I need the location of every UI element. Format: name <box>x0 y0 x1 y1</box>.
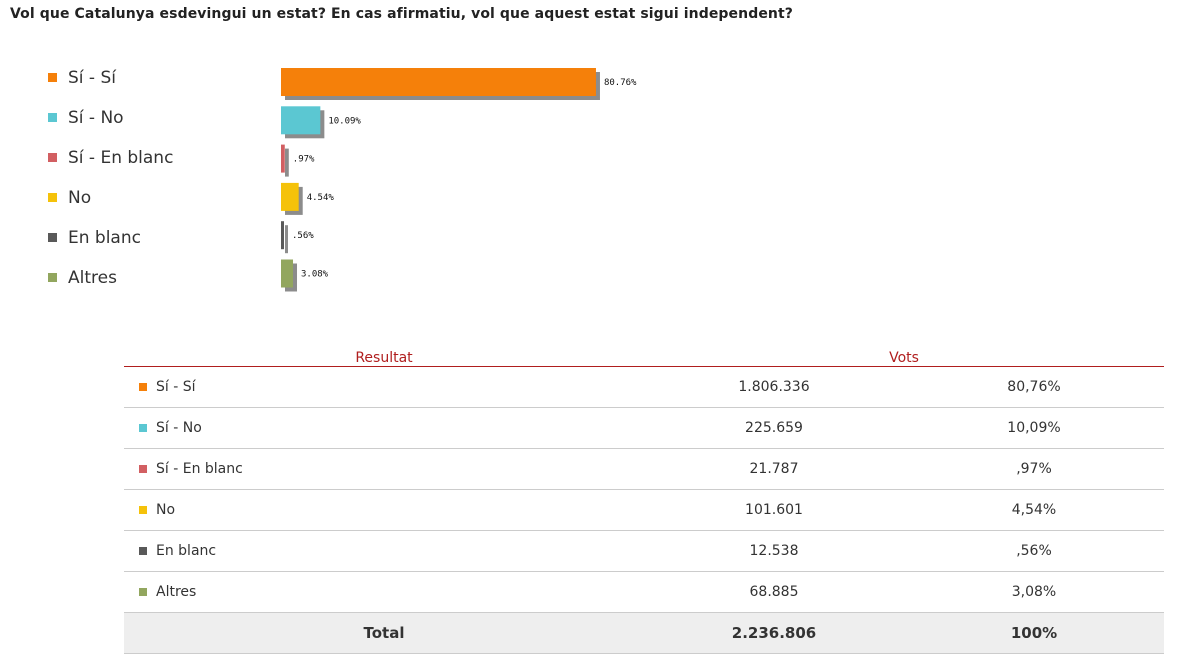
total-percentage: 100% <box>904 612 1164 654</box>
bar-value-label: .56% <box>292 231 314 241</box>
header-votes: Vots <box>644 345 1164 367</box>
row-label: Sí - Sí <box>156 379 196 395</box>
legend-swatch <box>139 383 147 391</box>
bar <box>281 106 321 135</box>
bar-shadow <box>285 148 289 177</box>
row-label-cell: Sí - En blanc <box>124 448 644 490</box>
legend-label: Sí - No <box>68 108 124 128</box>
bar <box>281 68 596 96</box>
legend-label: Altres <box>68 268 117 288</box>
table-header-row: Resultat Vots <box>124 345 1164 367</box>
legend-label: Sí - Sí <box>68 68 117 88</box>
legend-swatch <box>48 193 57 202</box>
row-label: No <box>156 502 176 518</box>
bar-value-label: 3.08% <box>301 270 329 280</box>
legend-swatch <box>139 465 147 473</box>
legend-label: Sí - En blanc <box>68 148 173 168</box>
table-row: Sí - En blanc 21.787 ,97% <box>124 448 1164 490</box>
row-label: Sí - En blanc <box>156 461 243 477</box>
table-row: Sí - No 225.659 10,09% <box>124 407 1164 449</box>
table-row: Altres 68.885 3,08% <box>124 571 1164 613</box>
legend-swatch <box>48 113 57 122</box>
header-result: Resultat <box>124 345 644 367</box>
bar-value-label: 4.54% <box>307 193 335 203</box>
bar <box>281 221 284 250</box>
row-label: Altres <box>156 584 197 600</box>
legend-swatch <box>139 424 147 432</box>
bar <box>281 182 299 211</box>
row-votes: 1.806.336 <box>644 366 904 408</box>
row-percentage: ,56% <box>904 530 1164 572</box>
bar-value-label: 10.09% <box>328 116 361 126</box>
row-label-cell: Sí - No <box>124 407 644 449</box>
row-percentage: 3,08% <box>904 571 1164 613</box>
row-votes: 21.787 <box>644 448 904 490</box>
row-votes: 12.538 <box>644 530 904 572</box>
row-label: En blanc <box>156 543 217 559</box>
row-percentage: 4,54% <box>904 489 1164 531</box>
row-label: Sí - No <box>156 420 202 436</box>
bar <box>281 144 285 173</box>
legend-swatch <box>48 233 57 242</box>
total-votes: 2.236.806 <box>644 612 904 654</box>
bar-shadow <box>285 225 288 254</box>
bar-value-label: 80.76% <box>604 78 637 88</box>
table-row: No 101.601 4,54% <box>124 489 1164 531</box>
row-label-cell: Sí - Sí <box>124 366 644 408</box>
legend-swatch <box>139 588 147 596</box>
legend-swatch <box>48 273 57 282</box>
table-row: Sí - Sí 1.806.336 80,76% <box>124 366 1164 408</box>
row-label-cell: Altres <box>124 571 644 613</box>
row-label-cell: No <box>124 489 644 531</box>
bar-value-label: .97% <box>293 155 315 165</box>
bar <box>281 259 294 288</box>
legend-swatch <box>139 506 147 514</box>
legend-swatch <box>48 153 57 162</box>
table-total-row: Total 2.236.806 100% <box>124 612 1164 654</box>
row-percentage: 80,76% <box>904 366 1164 408</box>
question-title: Vol que Catalunya esdevingui un estat? E… <box>10 6 793 22</box>
legend-swatch <box>139 547 147 555</box>
row-votes: 101.601 <box>644 489 904 531</box>
results-bar-chart: Sí - Sí 80.76% Sí - No 10.09% Sí - En blanc.… <box>48 68 637 292</box>
row-percentage: ,97% <box>904 448 1164 490</box>
row-label-cell: En blanc <box>124 530 644 572</box>
row-votes: 225.659 <box>644 407 904 449</box>
row-votes: 68.885 <box>644 571 904 613</box>
total-label: Total <box>124 612 644 654</box>
legend-label: En blanc <box>68 228 141 248</box>
table-row: En blanc 12.538 ,56% <box>124 530 1164 572</box>
legend-swatch <box>48 73 57 82</box>
row-percentage: 10,09% <box>904 407 1164 449</box>
results-table: Resultat Vots Sí - Sí 1.806.336 80,76% S… <box>124 345 1164 654</box>
legend-label: No <box>68 188 91 208</box>
